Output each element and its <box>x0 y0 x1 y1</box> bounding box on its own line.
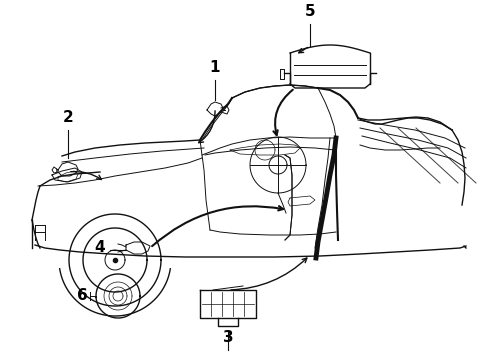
Text: 1: 1 <box>210 60 220 76</box>
Text: 2: 2 <box>63 111 74 126</box>
Text: 5: 5 <box>305 4 315 19</box>
Text: 3: 3 <box>222 330 233 346</box>
Text: 4: 4 <box>95 240 105 256</box>
Text: 6: 6 <box>76 288 87 302</box>
